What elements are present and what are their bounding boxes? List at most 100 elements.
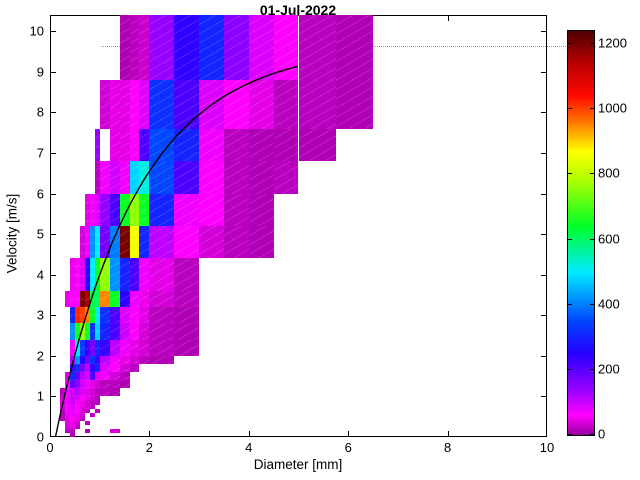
axis-tick [541,436,547,437]
axis-tick [50,31,56,33]
colorbar [567,30,595,436]
axis-tick [541,274,547,276]
heatmap-cell [149,128,175,162]
heatmap-cell [59,412,65,417]
heatmap-cell [248,15,274,80]
heatmap-cell [69,323,75,340]
heatmap-cell [84,400,90,405]
heatmap-cell [84,355,90,364]
colorbar-tick-label: 400 [598,296,620,312]
axis-tick [541,71,547,73]
heatmap-cell [99,258,110,291]
heatmap-cell [223,15,249,80]
heatmap-cell [149,226,175,259]
heatmap-cell [69,408,75,413]
heatmap-cell [119,363,130,373]
heatmap-cell [69,258,75,291]
colorbar-tick [590,173,594,174]
heatmap-cell [64,424,70,429]
heatmap-cell [129,15,140,80]
x-tick-label: 10 [539,440,555,455]
heatmap-cell [84,404,90,409]
heatmap-cell [199,15,224,80]
heatmap-cell [109,226,120,259]
heatmap-cell [199,226,224,259]
heatmap-cell [139,226,150,259]
axis-tick [546,15,547,21]
colorbar-tick [590,108,594,109]
heatmap-cell [174,339,200,356]
heatmap-cell [94,372,100,381]
heatmap-cell [248,128,274,162]
heatmap-cell [69,400,75,405]
y-tick-label: 0 [36,429,44,445]
colorbar-tick-label: 1000 [598,100,627,116]
heatmap-cell [273,79,299,129]
heatmap-cell [79,363,85,373]
heatmap-cell [129,193,140,226]
heatmap-cell [149,323,175,340]
heatmap-cell [64,400,70,405]
heatmap-cell [109,339,120,356]
heatmap-cell [139,258,150,291]
heatmap-cell [149,15,175,80]
heatmap-cell [89,323,95,340]
heatmap-cell [79,355,85,364]
heatmap-cell [129,161,140,194]
heatmap-cell [74,412,80,417]
heatmap-cell [79,258,85,291]
heatmap-cell [335,79,374,129]
heatmap-cell [89,372,95,381]
heatmap-cell [273,128,299,162]
axis-tick [541,193,547,195]
colorbar-tick [568,173,572,174]
heatmap-cell [69,412,75,417]
heatmap-cell [64,396,70,401]
colorbar-tick [568,43,572,44]
heatmap-cell [109,290,120,308]
colorbar-tick [590,43,594,44]
heatmap-cell [84,388,90,397]
heatmap-cell [248,161,274,194]
heatmap-cell [94,307,100,324]
x-tick-label: 8 [443,440,452,455]
heatmap-cell [79,339,85,356]
heatmap-cell [129,355,140,364]
colorbar-tick-label: 0 [598,426,606,442]
heatmap-cell [129,323,140,340]
axis-tick [50,152,56,154]
x-tick-label: 0 [46,440,54,455]
heatmap-cell [94,193,100,226]
axis-tick [541,31,547,33]
heatmap-cell [59,396,65,401]
heatmap-cell [64,420,70,425]
heatmap-cell [129,79,140,129]
axis-tick [50,396,56,398]
heatmap-cell [94,323,100,340]
heatmap-cell [174,226,200,259]
heatmap-cell [109,79,120,129]
heatmap-cell [69,428,75,433]
heatmap-cell [109,307,120,324]
heatmap-cell [129,128,140,162]
heatmap-cell [248,226,274,259]
y-tick-label: 9 [36,64,44,80]
heatmap-cell [69,307,75,324]
heatmap-cell [79,412,85,417]
heatmap-cell [139,15,150,80]
heatmap-cell [89,388,95,397]
terminal-velocity-curve [54,65,299,437]
heatmap-cell [84,428,90,433]
y-tick-label: 1 [36,388,44,404]
axis-tick [50,315,56,317]
axis-tick [50,274,56,276]
colorbar-tick-label: 1200 [598,35,627,51]
heatmap-cell [119,339,130,356]
chart-title: 01-Jul-2022 [259,2,337,18]
heatmap-cell [89,226,95,259]
y-tick-label: 5 [36,226,44,242]
heatmap-cell [69,424,75,429]
axis-tick [149,431,151,437]
heatmap-cell [149,258,175,291]
